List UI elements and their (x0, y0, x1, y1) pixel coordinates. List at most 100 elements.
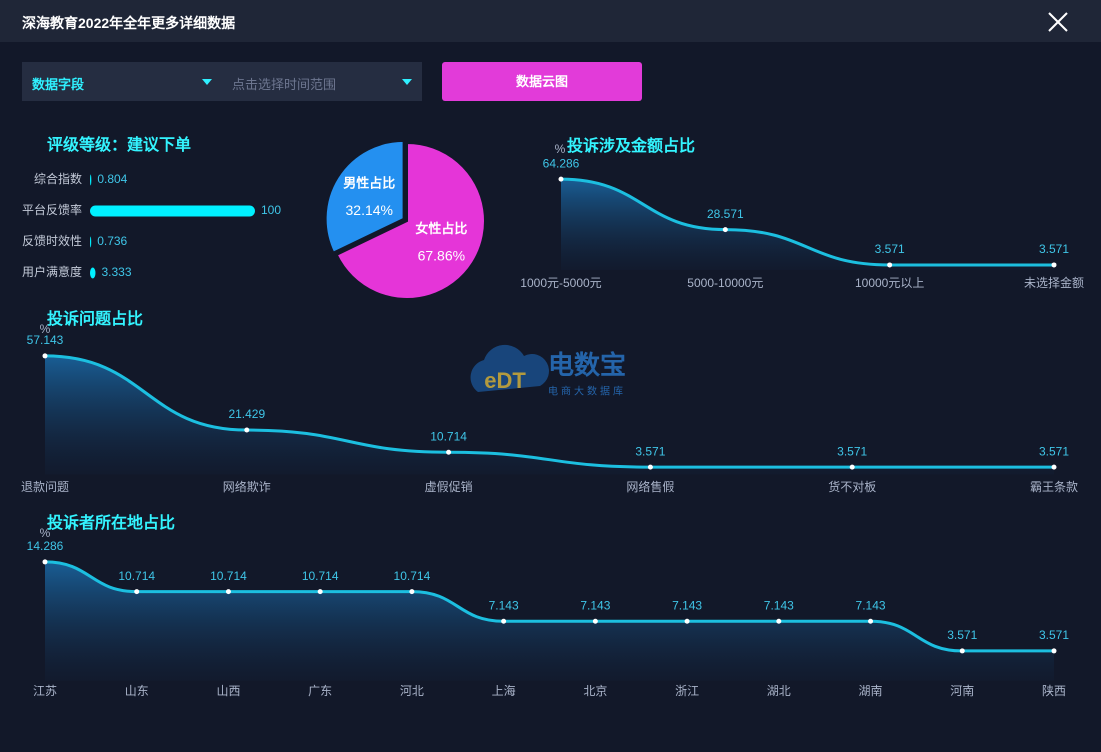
x-tick-label: 网络售假 (626, 479, 674, 494)
point (776, 618, 782, 624)
point (317, 589, 323, 595)
value-label: 10.714 (430, 429, 467, 443)
x-tick-label: 山西 (216, 684, 240, 698)
x-tick-label: 湖北 (767, 683, 791, 698)
area-fill (561, 179, 1054, 270)
point (684, 618, 690, 624)
point (225, 589, 231, 595)
field-select[interactable]: 数据字段 (32, 77, 85, 92)
x-tick-label: 山东 (125, 684, 149, 698)
value-label: 21.429 (228, 407, 265, 421)
watermark-logo: eDT (484, 368, 526, 393)
point (409, 589, 415, 595)
value-label: 0.804 (97, 172, 127, 186)
y-unit: % (40, 526, 51, 540)
time-range-select[interactable]: 点击选择时间范围 (232, 77, 337, 92)
point (1051, 648, 1057, 654)
value-label: 57.143 (27, 333, 64, 347)
category-label: 综合指数 (34, 171, 82, 186)
filter-bar: 数据字段 点击选择时间范围 (22, 62, 422, 101)
watermark: eDT 电数宝 电商大数据库 (470, 344, 626, 398)
value-label: 3.571 (1039, 242, 1069, 256)
bar (90, 174, 92, 186)
value-label: 7.143 (672, 598, 702, 612)
x-tick-label: 10000元以上 (855, 276, 924, 290)
x-tick-label: 湖南 (859, 683, 883, 698)
x-tick-label: 浙江 (675, 684, 699, 698)
value-label: 10.714 (302, 569, 339, 583)
slice-name: 女性占比 (415, 221, 467, 236)
line (44, 354, 1054, 469)
watermark-tagline: 电商大数据库 (548, 385, 626, 398)
value-label: 3.571 (1039, 628, 1069, 642)
value-label: 3.571 (1039, 444, 1069, 458)
y-unit: % (555, 142, 566, 156)
y-unit: % (40, 322, 51, 336)
x-tick-label: 未选择金额 (1024, 275, 1084, 290)
category-label: 用户满意度 (22, 264, 82, 279)
x-tick-label: 上海 (492, 683, 516, 698)
x-tick-label: 网络欺诈 (223, 479, 271, 494)
line (44, 560, 1054, 653)
value-label: 7.143 (856, 598, 886, 612)
point (42, 559, 48, 565)
point (1051, 262, 1057, 268)
point (722, 227, 728, 233)
x-tick-label: 河南 (950, 683, 974, 698)
point (446, 449, 452, 455)
dropdown-arrow[interactable] (202, 79, 214, 87)
cloud-button[interactable]: 数据云图 (442, 62, 642, 101)
point (868, 618, 874, 624)
x-tick-label: 北京 (583, 684, 607, 698)
value-label: 64.286 (543, 156, 580, 170)
value-label: 7.143 (489, 598, 519, 612)
point (887, 262, 893, 268)
header-title: 深海教育2022年全年更多详细数据 (22, 15, 236, 31)
x-tick-label: 退款问题 (21, 480, 69, 494)
watermark-cloud (470, 344, 549, 392)
bar (90, 267, 96, 279)
watermark-name: 电数宝 (548, 350, 626, 380)
value-label: 10.714 (118, 569, 155, 583)
x-tick-label: 5000-10000元 (687, 276, 763, 290)
point (647, 464, 653, 470)
value-label: 28.571 (707, 207, 744, 221)
point (42, 353, 48, 359)
point (501, 618, 507, 624)
bar (90, 236, 92, 248)
chart-title: 评级等级：建议下单 (47, 135, 191, 154)
point (558, 176, 564, 182)
value-label: 3.571 (947, 628, 977, 642)
value-label: 0.736 (97, 234, 127, 248)
dropdown-arrow[interactable] (402, 79, 414, 87)
x-tick-label: 河北 (400, 684, 424, 698)
point (1051, 464, 1057, 470)
bar (90, 205, 255, 217)
value-label: 3.333 (101, 265, 131, 279)
x-tick-label: 陕西 (1042, 683, 1066, 698)
point (244, 427, 250, 433)
value-label: 3.571 (875, 242, 905, 256)
point (592, 618, 598, 624)
x-tick-label: 江苏 (33, 684, 57, 698)
chart-title: 投诉者所在地占比 (47, 513, 175, 532)
close-button[interactable] (1046, 10, 1070, 34)
point (959, 648, 965, 654)
x-tick-label: 1000元-5000元 (520, 276, 601, 290)
value-label: 3.571 (635, 444, 665, 458)
value-label: 3.571 (837, 444, 867, 458)
slice-value: 32.14% (346, 202, 393, 218)
x-tick-label: 货不对板 (828, 479, 876, 494)
x-tick-label: 虚假促销 (425, 480, 473, 494)
x-tick-label: 霸王条款 (1030, 480, 1078, 494)
slice-value: 67.86% (418, 247, 465, 263)
pie-slice (335, 141, 486, 300)
category-label: 反馈时效性 (22, 233, 82, 248)
line (560, 177, 1054, 267)
value-label: 10.714 (210, 569, 247, 583)
value-label: 7.143 (580, 598, 610, 612)
pie-slice (324, 139, 405, 255)
x-tick-label: 广东 (308, 684, 332, 698)
